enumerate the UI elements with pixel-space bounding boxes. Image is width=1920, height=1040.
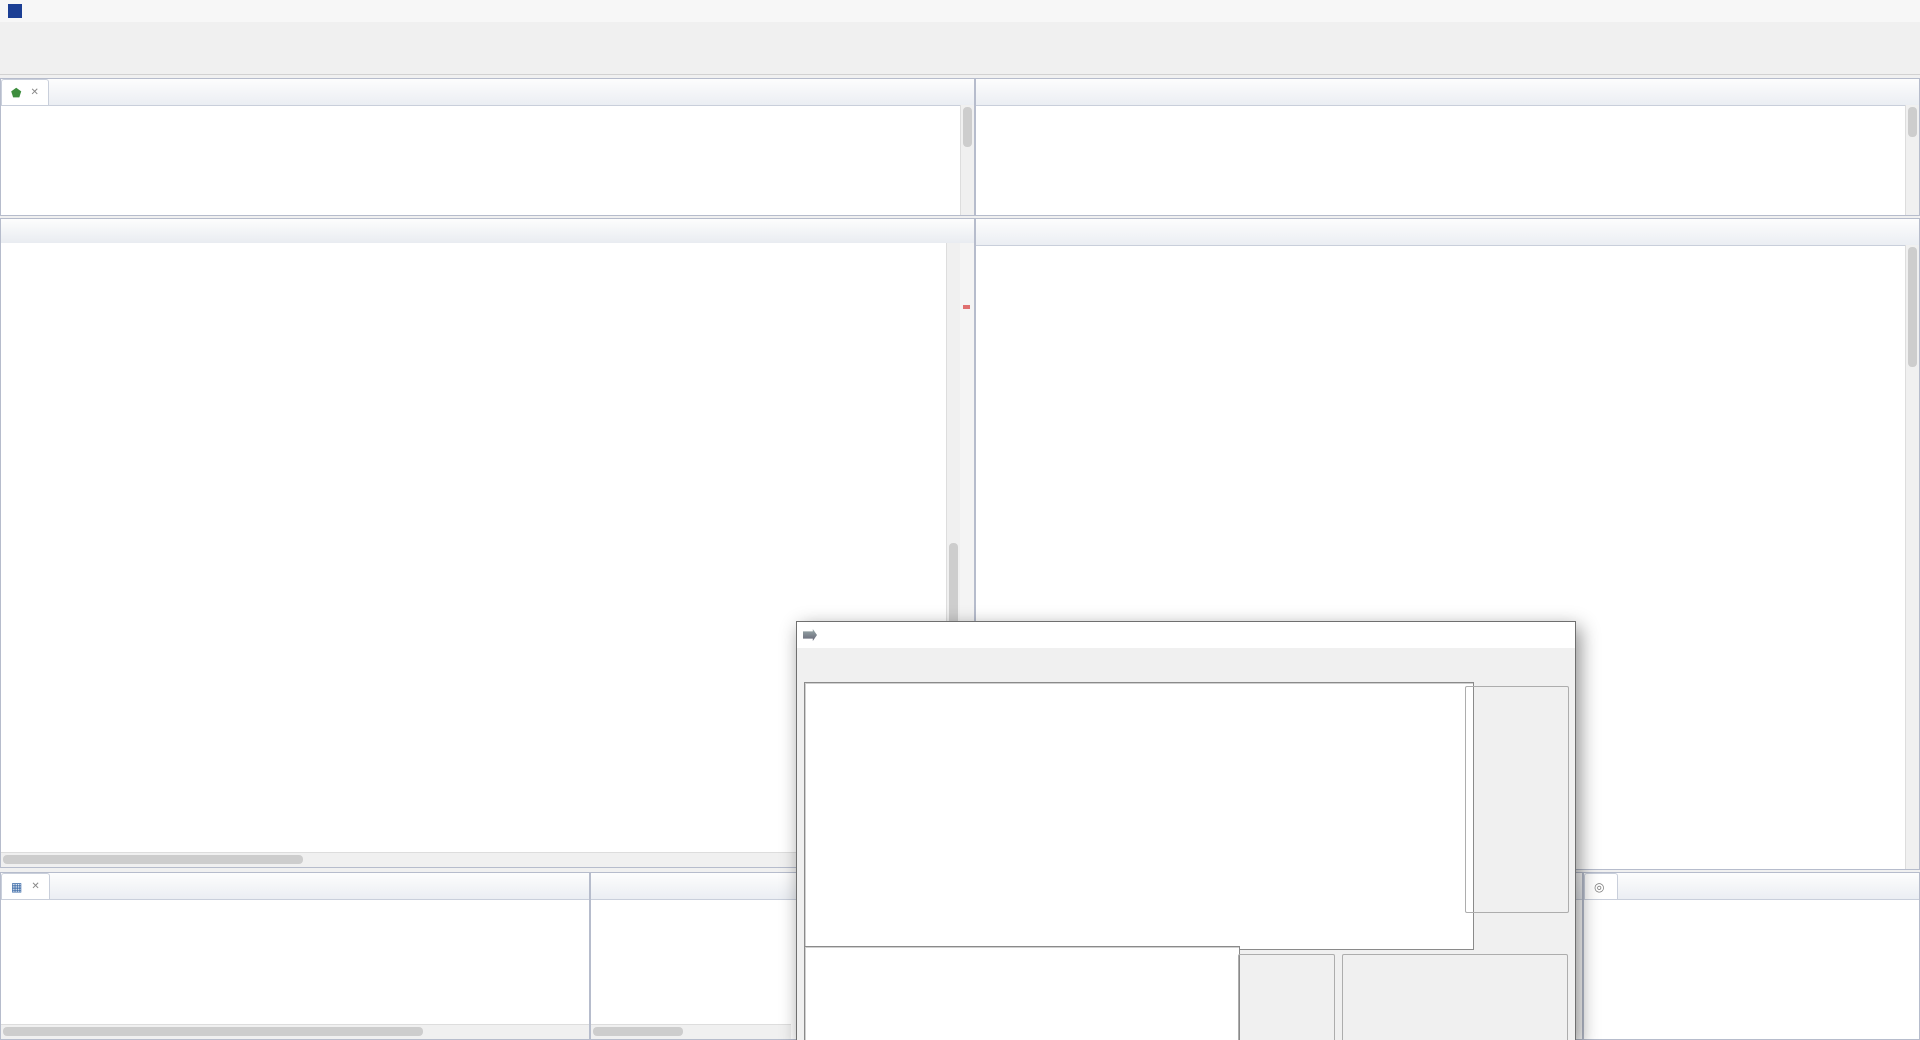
close-button[interactable] xyxy=(1876,0,1920,22)
tab-debug[interactable]: ⬟ ✕ xyxy=(1,79,49,105)
overview-mark-spelling[interactable] xyxy=(963,305,970,309)
serial-title-bar xyxy=(797,622,1575,648)
console-hscrollbar[interactable] xyxy=(591,1024,791,1039)
peripheral-registers-table xyxy=(976,105,1905,215)
serial-receive-terminal[interactable] xyxy=(804,682,1474,950)
dashboard-pane: ▦ ✕ xyxy=(0,872,590,1040)
main-toolbar xyxy=(0,43,1920,75)
bug-icon: ⬟ xyxy=(11,85,22,100)
editor-tabs xyxy=(1,219,974,244)
search-pane: ◎ xyxy=(1583,872,1920,1040)
serial-hunter-icon xyxy=(803,629,817,641)
debug-pane: ⬟ ✕ xyxy=(0,78,975,216)
close-icon[interactable]: ✕ xyxy=(31,881,40,892)
dashboard-hscrollbar[interactable] xyxy=(1,1024,589,1039)
debug-pane-tabs: ⬟ ✕ xyxy=(1,79,974,106)
serial-close-button[interactable] xyxy=(1541,623,1575,647)
send-group xyxy=(1238,954,1335,1040)
peripheral-registers-tabs xyxy=(976,79,1919,106)
register-values-vscrollbar[interactable] xyxy=(1905,245,1919,869)
serial-minimize-button[interactable] xyxy=(1473,623,1507,647)
search-toolbar xyxy=(1584,900,1919,908)
search-tabs: ◎ xyxy=(1584,873,1919,900)
register-values-tabs xyxy=(976,219,1919,246)
app-icon xyxy=(8,4,22,18)
dashboard-icon: ▦ xyxy=(11,879,23,894)
editor-pane xyxy=(0,218,975,868)
window-controls xyxy=(1788,0,1920,22)
title-bar xyxy=(0,0,1920,23)
editor-hscrollbar[interactable] xyxy=(1,852,960,867)
minimize-button[interactable] xyxy=(1788,0,1832,22)
close-icon[interactable]: ✕ xyxy=(30,87,39,98)
menu-bar xyxy=(0,22,1920,43)
peripheral-registers-pane xyxy=(975,78,1920,216)
serial-maximize-button xyxy=(1507,623,1541,647)
console-label-truncated xyxy=(1584,908,1919,916)
serial-hunter-window xyxy=(796,621,1576,1040)
send-input[interactable] xyxy=(804,946,1240,1040)
receive-group xyxy=(1465,686,1569,913)
search-icon: ◎ xyxy=(1594,879,1605,894)
tab-dashboard[interactable]: ▦ ✕ xyxy=(1,873,50,899)
dashboard-body xyxy=(1,900,589,1022)
debug-launch-tree xyxy=(1,106,974,110)
serial-tabs xyxy=(797,648,1575,674)
serial-settings-group xyxy=(1342,954,1568,1040)
debug-vscrollbar[interactable] xyxy=(960,105,974,215)
tab-search[interactable]: ◎ xyxy=(1584,873,1619,899)
peripheral-registers-vscrollbar[interactable] xyxy=(1905,105,1919,215)
maximize-button[interactable] xyxy=(1832,0,1876,22)
dashboard-tabs: ▦ ✕ xyxy=(1,873,589,900)
